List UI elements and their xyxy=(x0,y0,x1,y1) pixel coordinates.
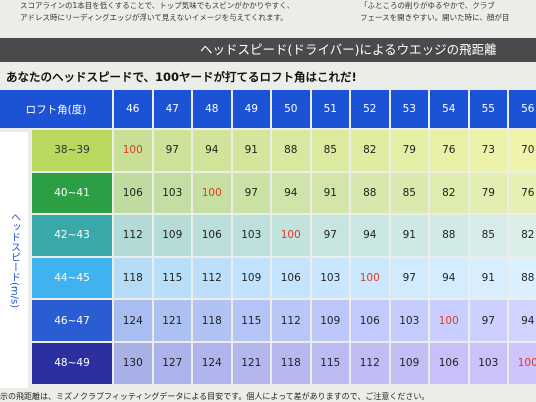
table-cell: 121 xyxy=(153,300,191,341)
top-text: アドレス時にリーディングエッジが浮いて見えないイメージを与えてくれます。 xyxy=(20,13,288,22)
table-cell: 76 xyxy=(509,172,536,214)
row-label: 48~49 xyxy=(32,343,112,384)
table-cell: 106 xyxy=(351,300,389,341)
table-cell: 112 xyxy=(351,343,389,384)
table-cell: 103 xyxy=(311,257,349,299)
table-cell: 82 xyxy=(430,172,468,214)
table-cell: 118 xyxy=(272,343,310,384)
table-cell: 94 xyxy=(272,172,310,214)
table-cell: 79 xyxy=(469,172,507,214)
table-cell: 88 xyxy=(509,257,536,299)
table-cell: 97 xyxy=(232,172,270,214)
column-header: 55 xyxy=(469,90,507,128)
table-cell: 88 xyxy=(351,172,389,214)
table-cell: 127 xyxy=(153,343,191,384)
column-header: 53 xyxy=(390,90,428,128)
table-cell: 109 xyxy=(232,257,270,299)
table-cell: 94 xyxy=(193,130,231,171)
column-header: 50 xyxy=(272,90,310,128)
table-cell: 109 xyxy=(153,215,191,256)
table-cell: 124 xyxy=(193,343,231,384)
table-cell: 88 xyxy=(272,130,310,171)
table-cell: 124 xyxy=(114,300,152,341)
table-cell: 88 xyxy=(430,215,468,256)
top-text: フェースを開きやすい。開いた時に、顔が目 xyxy=(360,13,510,22)
column-header: 46 xyxy=(114,90,152,128)
table-cell: 106 xyxy=(272,257,310,299)
table-cell: 112 xyxy=(114,215,152,256)
column-header: 56 xyxy=(509,90,536,128)
table-cell: 94 xyxy=(430,257,468,299)
table-cell: 94 xyxy=(509,300,536,341)
table-cell: 112 xyxy=(272,300,310,341)
corner-header: ロフト角(度) xyxy=(0,90,112,128)
table-cell: 100 xyxy=(193,172,231,214)
table: ロフト角(度) 46 47 48 49 50 51 52 53 54 55 56 38~39 100 97 9… xyxy=(0,90,536,388)
table-cell: 115 xyxy=(311,343,349,384)
table-cell: 97 xyxy=(311,215,349,256)
table-cell: 97 xyxy=(153,130,191,171)
table-cell: 118 xyxy=(193,300,231,341)
table-cell: 115 xyxy=(153,257,191,299)
table-cell: 97 xyxy=(469,300,507,341)
table-cell: 106 xyxy=(114,172,152,214)
side-label: ヘッドスピード(m/s) xyxy=(0,132,28,388)
top-text: 「ふところの削りがゆるやかで、クラブ xyxy=(360,1,495,10)
table-cell: 70 xyxy=(509,130,536,171)
table-cell: 85 xyxy=(469,215,507,256)
table-cell: 91 xyxy=(311,172,349,214)
table-cell: 100 xyxy=(351,257,389,299)
table-cell: 85 xyxy=(390,172,428,214)
column-header: 47 xyxy=(153,90,191,128)
column-header: 52 xyxy=(351,90,389,128)
table-cell: 103 xyxy=(232,215,270,256)
top-text: スコアラインの1本目を低くすることで、トップ気味でもスピンがかかりやすく、 xyxy=(20,1,295,10)
table-cell: 106 xyxy=(193,215,231,256)
table-cell: 121 xyxy=(232,343,270,384)
banner: ヘッドスピード(ドライバー)によるウエッジの飛距離 xyxy=(0,38,536,62)
table-cell: 109 xyxy=(390,343,428,384)
table-cell: 103 xyxy=(390,300,428,341)
row-label: 44~45 xyxy=(32,257,112,299)
table-cell: 76 xyxy=(430,130,468,171)
table-cell: 91 xyxy=(469,257,507,299)
table-cell: 82 xyxy=(509,215,536,256)
row-label: 38~39 xyxy=(32,130,112,171)
table-cell: 109 xyxy=(311,300,349,341)
table-cell: 73 xyxy=(469,130,507,171)
table-cell: 106 xyxy=(430,343,468,384)
table-cell: 100 xyxy=(114,130,152,171)
table-cell: 85 xyxy=(311,130,349,171)
footnote: 示の飛距離は、ミズノクラブフィッティングデータによる目安です。個人によって差があ… xyxy=(0,392,430,401)
table-cell: 100 xyxy=(430,300,468,341)
table-cell: 130 xyxy=(114,343,152,384)
row-label: 42~43 xyxy=(32,215,112,256)
table-cell: 103 xyxy=(469,343,507,384)
subheading: あなたのヘッドスピードで、100ヤードが打てるロフト角はこれだ! xyxy=(6,70,357,84)
row-label: 46~47 xyxy=(32,300,112,341)
table-cell: 112 xyxy=(193,257,231,299)
table-cell: 91 xyxy=(232,130,270,171)
column-header: 49 xyxy=(232,90,270,128)
table-cell: 91 xyxy=(390,215,428,256)
column-header: 51 xyxy=(311,90,349,128)
table-cell: 100 xyxy=(509,343,536,384)
table-cell: 97 xyxy=(390,257,428,299)
table-cell: 103 xyxy=(153,172,191,214)
table-cell: 100 xyxy=(272,215,310,256)
table-cell: 94 xyxy=(351,215,389,256)
table-cell: 118 xyxy=(114,257,152,299)
row-label: 40~41 xyxy=(32,172,112,214)
column-header: 54 xyxy=(430,90,468,128)
table-cell: 115 xyxy=(232,300,270,341)
table-cell: 79 xyxy=(390,130,428,171)
column-header: 48 xyxy=(193,90,231,128)
table-cell: 82 xyxy=(351,130,389,171)
